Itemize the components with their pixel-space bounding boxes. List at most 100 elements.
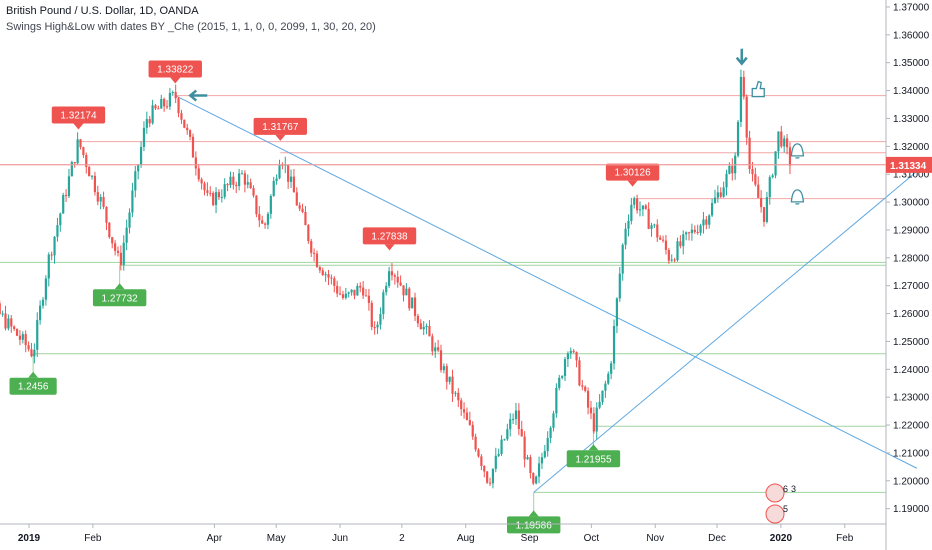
- candle-body-60: [137, 164, 140, 172]
- candle-body-195: [526, 457, 529, 460]
- swing-high-label-box-0[interactable]: [51, 106, 106, 124]
- candle-body-116: [298, 205, 301, 209]
- candle-body-172: [460, 400, 463, 410]
- event-flag-us-icon[interactable]: [765, 504, 785, 524]
- candle-body-204: [552, 413, 555, 428]
- candle-body-173: [462, 409, 466, 413]
- swing-low-label-pointer-1: [114, 283, 125, 290]
- arrow-down-icon[interactable]: [735, 48, 748, 66]
- swing-low-label-box-0[interactable]: [9, 377, 57, 395]
- candle-body-247: [676, 241, 679, 261]
- candle-body-92: [229, 176, 232, 186]
- time-tick-label-2: Apr: [207, 533, 223, 544]
- time-tick-label-4: Jun: [332, 533, 348, 544]
- arrow-left-icon[interactable]: [188, 89, 208, 102]
- candle-body-227: [618, 273, 621, 299]
- candle-body-272: [748, 137, 751, 169]
- candle-body-28: [44, 278, 47, 300]
- candle-body-165: [439, 350, 443, 371]
- swing-high-label-box-1[interactable]: [148, 60, 202, 78]
- candle-body-144: [379, 314, 382, 325]
- swing-high-label-box-4[interactable]: [605, 163, 660, 181]
- candle-body-58: [131, 190, 134, 213]
- candle-body-21: [24, 334, 27, 346]
- candle-body-72: [171, 92, 174, 94]
- candle-body-224: [610, 363, 613, 374]
- candle-body-208: [563, 359, 567, 377]
- candle-body-189: [509, 419, 512, 430]
- candle-body-273: [751, 168, 754, 175]
- candle-body-84: [206, 190, 209, 193]
- candle-body-161: [428, 326, 431, 337]
- swing-low-label-pointer-0: [28, 371, 39, 378]
- candle-body-71: [168, 93, 172, 107]
- price-tick-label-15: 1.34000: [893, 86, 930, 97]
- candle-body-254: [696, 231, 699, 233]
- alert-bell-icon-1[interactable]: [790, 189, 805, 205]
- candle-body-166: [442, 366, 445, 371]
- candle-body-16: [10, 318, 13, 327]
- candle-body-32: [56, 225, 59, 237]
- time-tick-label-6: Aug: [457, 533, 475, 544]
- candle-body-286: [788, 147, 792, 166]
- candle-body-113: [289, 176, 293, 182]
- candle-body-184: [494, 455, 497, 469]
- candle-body-277: [762, 207, 766, 222]
- price-tick-label-4: 1.23000: [893, 393, 930, 404]
- candle-body-135: [353, 289, 356, 296]
- candle-body-201: [543, 451, 546, 458]
- candles: [0, 69, 792, 489]
- candle-body-61: [139, 146, 143, 165]
- price-tick-label-14: 1.33000: [893, 114, 930, 125]
- candle-body-243: [664, 240, 668, 250]
- candle-body-104: [263, 223, 267, 225]
- candle-body-232: [633, 198, 636, 205]
- candle-body-185: [497, 453, 500, 456]
- candle-body-274: [754, 174, 757, 185]
- candle-body-245: [670, 259, 673, 261]
- candle-body-211: [572, 350, 575, 353]
- candle-body-194: [523, 436, 526, 460]
- candle-body-31: [53, 236, 56, 256]
- candle-body-192: [517, 410, 520, 430]
- candle-body-177: [474, 436, 477, 450]
- candle-body-47: [99, 196, 102, 202]
- swing-low-label-box-1[interactable]: [92, 289, 147, 307]
- candle-body-105: [266, 213, 270, 225]
- candle-body-125: [324, 274, 327, 276]
- candle-body-220: [598, 401, 601, 408]
- candle-body-167: [445, 366, 448, 382]
- candle-body-229: [624, 228, 627, 245]
- thumbs-up-icon[interactable]: [751, 80, 765, 98]
- candle-body-90: [223, 184, 226, 197]
- trendline-descending[interactable]: [175, 95, 918, 469]
- indicator-label: Swings High&Low with dates BY _Che (2015…: [6, 21, 376, 33]
- swing-high-label-box-3[interactable]: [362, 227, 417, 245]
- alert-bell-icon-0[interactable]: [790, 143, 805, 159]
- candle-body-168: [448, 376, 451, 382]
- candle-body-170: [454, 392, 457, 394]
- candle-body-222: [604, 383, 607, 391]
- last-price-badge[interactable]: [886, 156, 932, 173]
- candle-body-37: [70, 162, 73, 177]
- candle-body-119: [307, 225, 310, 242]
- candle-body-118: [304, 211, 307, 226]
- swing-high-label-pointer-3: [384, 244, 395, 251]
- swing-low-label-box-3[interactable]: [566, 450, 621, 468]
- candle-body-262: [719, 192, 722, 197]
- swing-high-label-pointer-2: [275, 134, 286, 141]
- event-flag-uk-icon[interactable]: [765, 483, 785, 503]
- swing-high-label-box-2[interactable]: [253, 117, 308, 135]
- price-tick-label-3: 1.22000: [893, 421, 930, 432]
- candle-body-120: [310, 241, 313, 253]
- swing-low-label-box-2[interactable]: [507, 516, 561, 534]
- candle-body-271: [745, 96, 748, 138]
- candle-body-258: [708, 215, 711, 225]
- time-tick-label-7: Sep: [521, 533, 539, 544]
- candle-body-233: [636, 198, 639, 211]
- candle-body-250: [685, 232, 688, 235]
- price-tick-label-17: 1.36000: [893, 30, 930, 41]
- trendline-ascending[interactable]: [533, 171, 918, 493]
- candle-body-191: [514, 410, 518, 419]
